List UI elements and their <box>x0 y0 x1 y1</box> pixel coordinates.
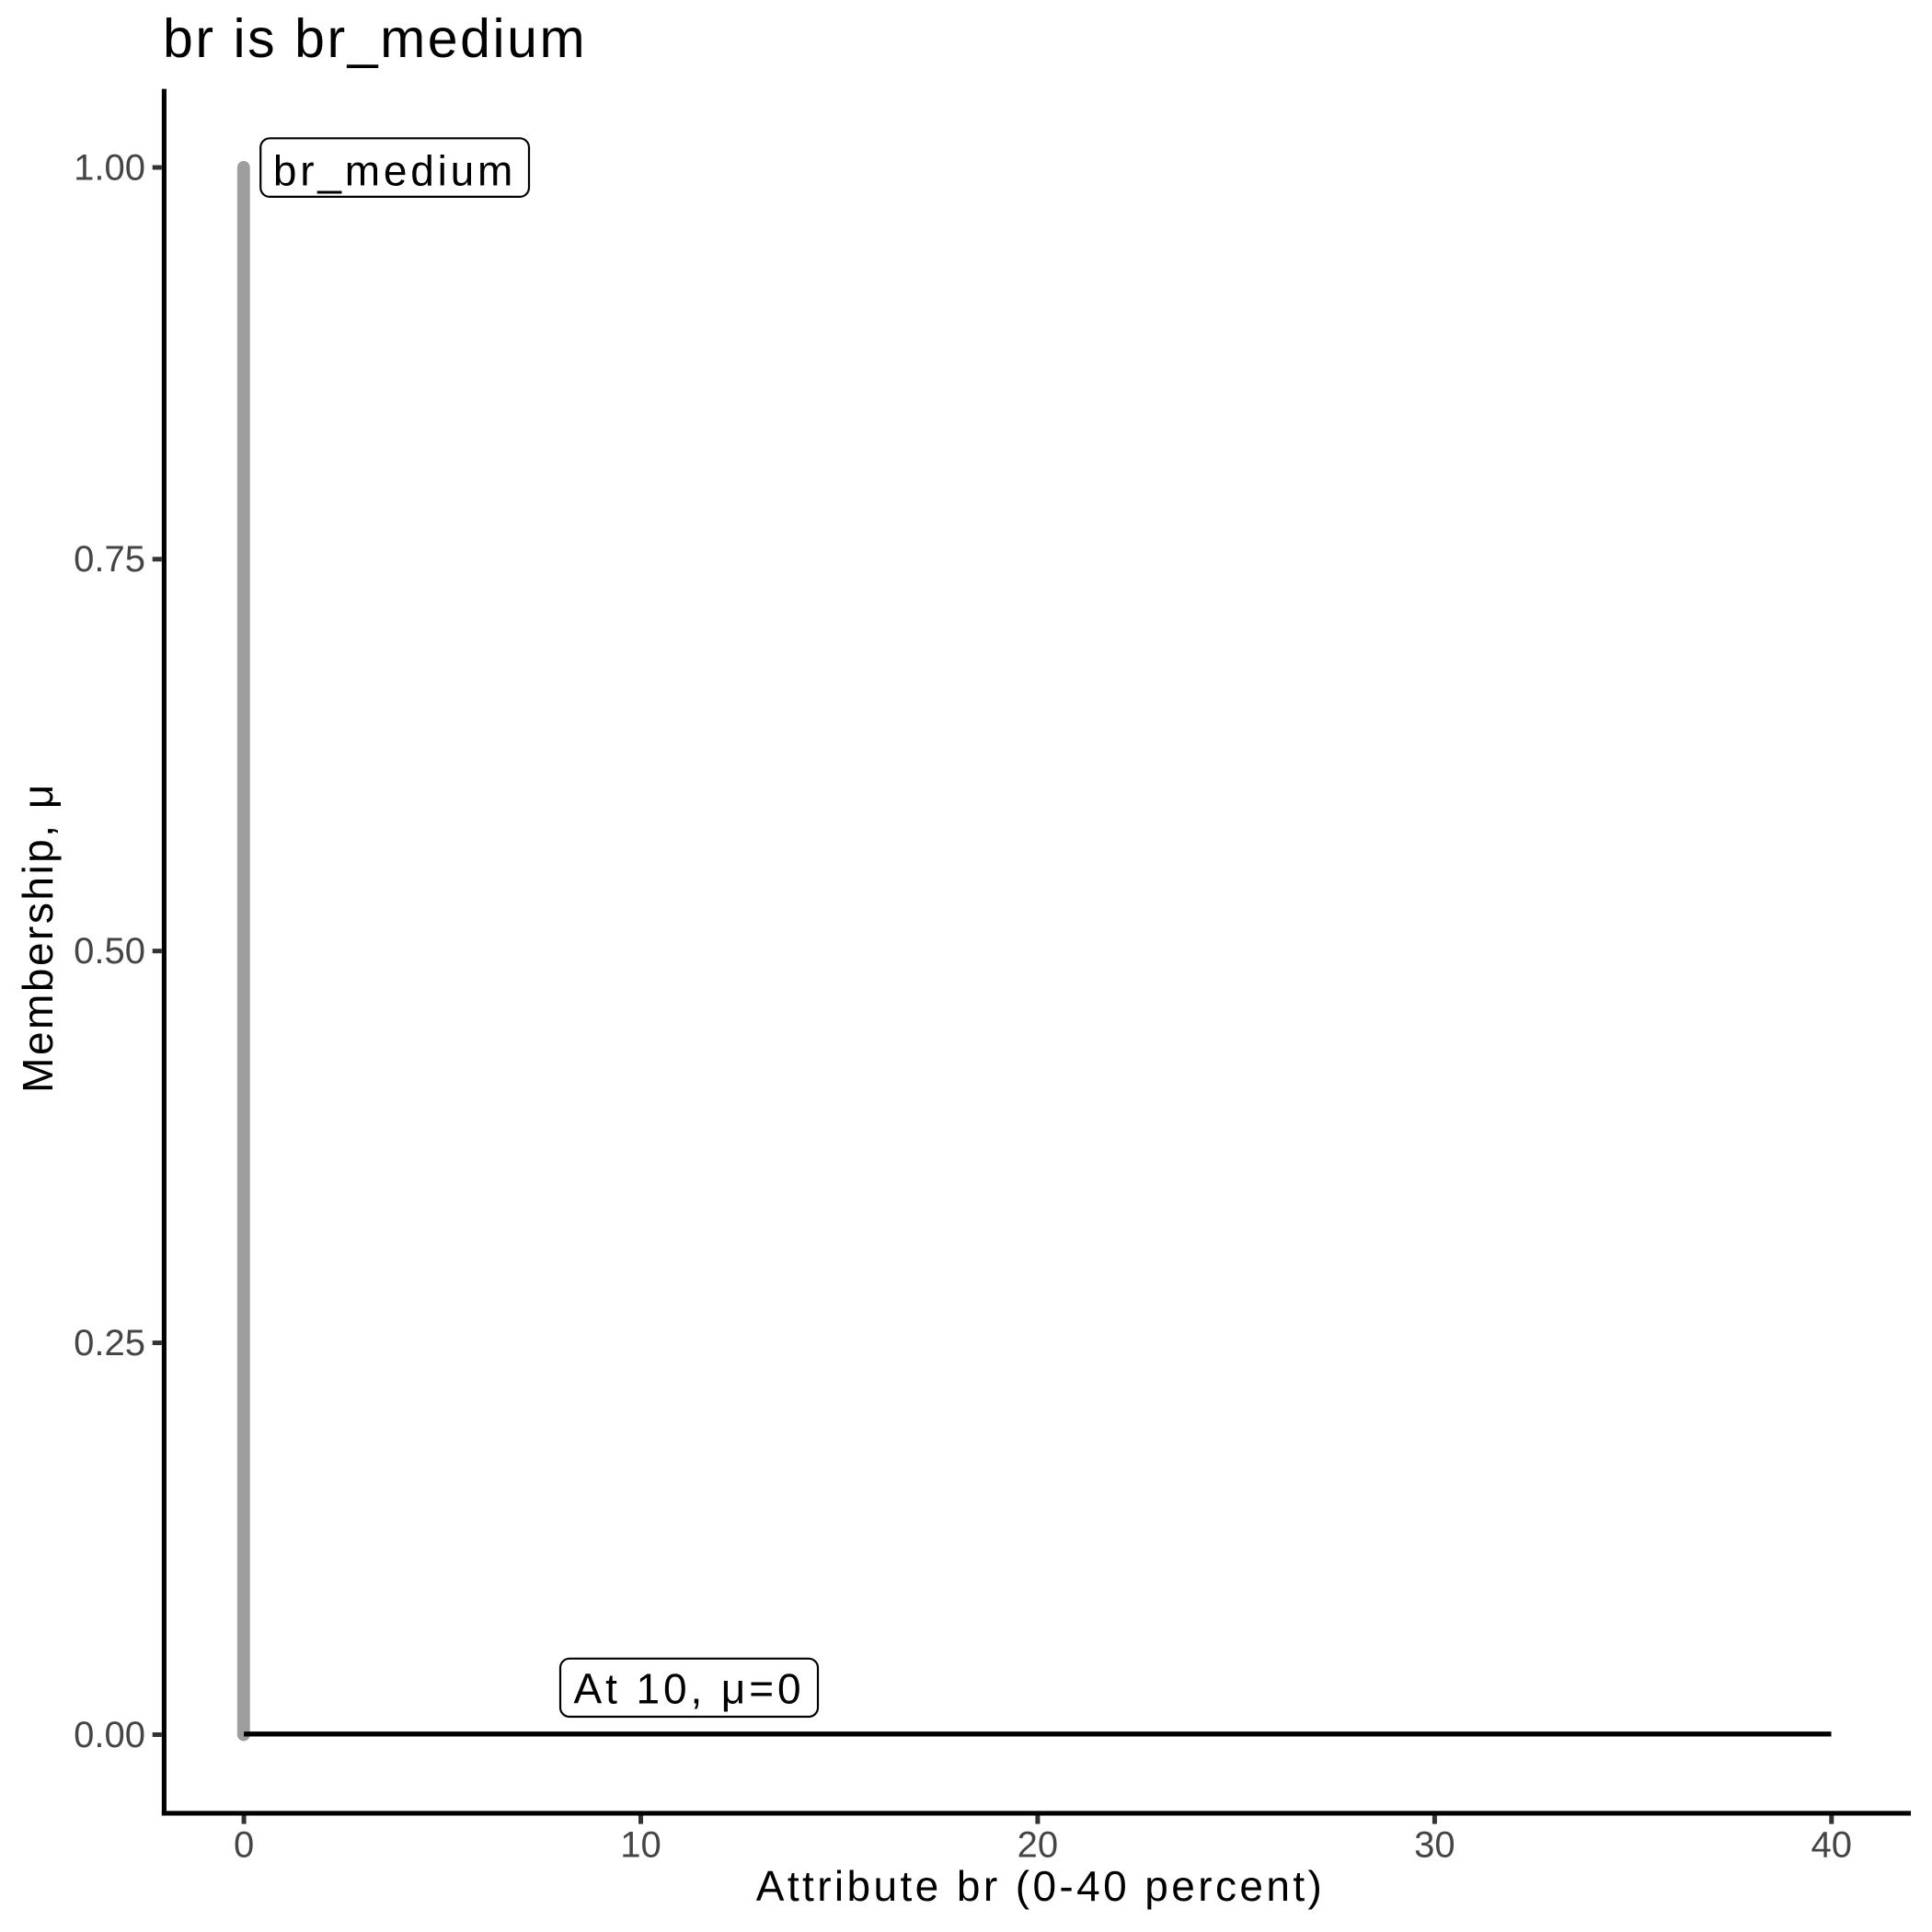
svg-text:0.50: 0.50 <box>74 931 145 972</box>
svg-text:Attribute br (0-40 percent): Attribute br (0-40 percent) <box>756 1862 1326 1910</box>
svg-text:br_medium: br_medium <box>273 147 516 195</box>
svg-text:40: 40 <box>1811 1825 1853 1866</box>
svg-text:0.75: 0.75 <box>74 539 145 580</box>
svg-text:1.00: 1.00 <box>74 147 145 188</box>
svg-text:Membership, μ: Membership, μ <box>14 782 62 1093</box>
svg-text:At 10, μ=0: At 10, μ=0 <box>574 1664 805 1712</box>
svg-text:0.25: 0.25 <box>74 1323 145 1363</box>
svg-text:br is br_medium: br is br_medium <box>163 8 587 69</box>
svg-text:0: 0 <box>234 1825 254 1866</box>
svg-text:0.00: 0.00 <box>74 1715 145 1755</box>
svg-text:20: 20 <box>1018 1825 1059 1866</box>
svg-text:30: 30 <box>1414 1825 1455 1866</box>
svg-text:10: 10 <box>620 1825 661 1866</box>
